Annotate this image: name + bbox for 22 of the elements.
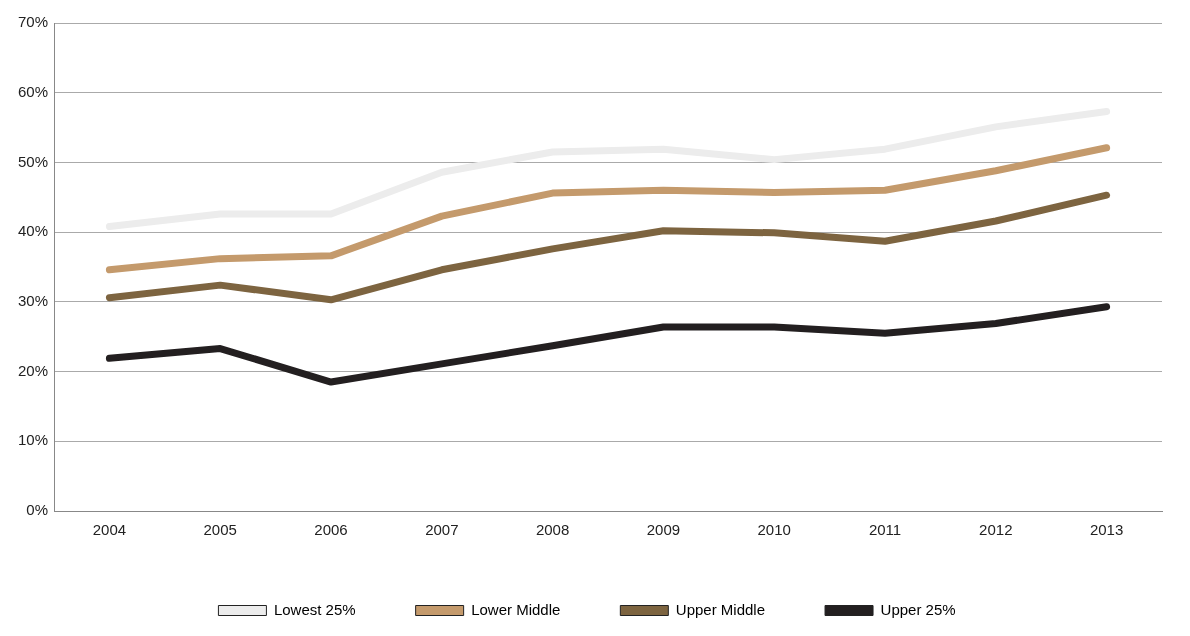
x-tick-label: 2010 <box>757 521 791 539</box>
y-tick-label: 40% <box>17 222 49 240</box>
x-tick-label: 2004 <box>92 521 127 539</box>
x-tick-label: 2006 <box>314 521 348 539</box>
x-tick-label: 2011 <box>868 521 902 539</box>
x-tick-label: 2005 <box>203 521 237 539</box>
legend-label: Upper 25% <box>880 600 956 618</box>
x-tick-label: 2008 <box>535 521 570 539</box>
y-tick-label: 30% <box>17 292 49 309</box>
x-tick-label: 2012 <box>979 521 1013 539</box>
legend-label: Upper Middle <box>675 600 766 618</box>
y-tick-label: 10% <box>17 431 49 449</box>
y-tick-label: 70% <box>17 13 49 31</box>
legend-label: Lower Middle <box>471 600 561 618</box>
x-tick-label: 2009 <box>646 521 681 539</box>
y-tick-label: 0% <box>26 501 49 519</box>
x-tick-label: 2007 <box>425 521 459 539</box>
y-tick-label: 60% <box>17 82 49 100</box>
y-tick-label: 50% <box>17 152 49 170</box>
x-tick-label: 2013 <box>1089 521 1124 539</box>
y-tick-label: 20% <box>17 361 49 379</box>
legend-label: Lowest 25% <box>273 600 356 618</box>
